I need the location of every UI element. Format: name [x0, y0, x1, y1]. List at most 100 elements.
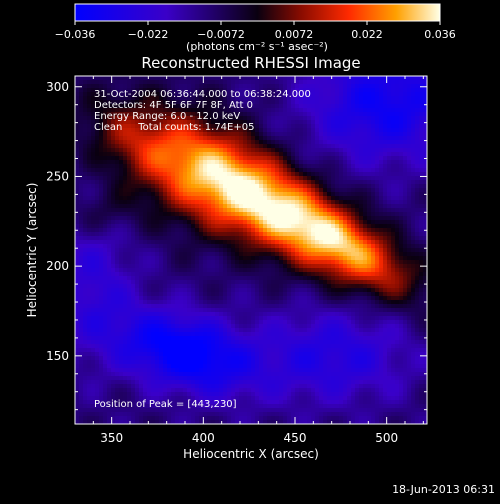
- heatmap-pixel: [127, 180, 131, 184]
- heatmap-pixel: [151, 284, 155, 288]
- heatmap-pixel: [75, 268, 79, 272]
- heatmap-pixel: [351, 156, 355, 160]
- heatmap-pixel: [291, 200, 295, 204]
- heatmap-pixel: [175, 144, 179, 148]
- heatmap-pixel: [187, 196, 191, 200]
- heatmap-pixel: [267, 104, 271, 108]
- heatmap-pixel: [379, 212, 383, 216]
- heatmap-pixel: [351, 136, 355, 140]
- heatmap-pixel: [107, 156, 111, 160]
- heatmap-pixel: [335, 216, 339, 220]
- heatmap-pixel: [411, 164, 415, 168]
- heatmap-pixel: [271, 252, 275, 256]
- heatmap-pixel: [307, 124, 311, 128]
- heatmap-pixel: [91, 240, 95, 244]
- heatmap-pixel: [99, 288, 103, 292]
- heatmap-pixel: [375, 168, 379, 172]
- heatmap-pixel: [331, 112, 335, 116]
- heatmap-pixel: [167, 280, 171, 284]
- heatmap-pixel: [295, 252, 299, 256]
- heatmap-pixel: [263, 152, 267, 156]
- heatmap-pixel: [331, 252, 335, 256]
- heatmap-pixel: [111, 180, 115, 184]
- heatmap-pixel: [135, 200, 139, 204]
- heatmap-pixel: [263, 188, 267, 192]
- heatmap-pixel: [175, 168, 179, 172]
- heatmap-pixel: [403, 128, 407, 132]
- heatmap-pixel: [347, 232, 351, 236]
- heatmap-pixel: [143, 208, 147, 212]
- heatmap-pixel: [271, 236, 275, 240]
- heatmap-pixel: [311, 260, 315, 264]
- heatmap-pixel: [227, 204, 231, 208]
- heatmap-pixel: [419, 164, 423, 168]
- heatmap-pixel: [199, 144, 203, 148]
- heatmap-pixel: [75, 260, 79, 264]
- heatmap-pixel: [411, 148, 415, 152]
- heatmap-pixel: [299, 140, 303, 144]
- heatmap-pixel: [303, 196, 307, 200]
- heatmap-pixel: [323, 204, 327, 208]
- heatmap-pixel: [247, 188, 251, 192]
- heatmap-pixel: [235, 252, 239, 256]
- heatmap-pixel: [203, 212, 207, 216]
- heatmap-pixel: [203, 152, 207, 156]
- heatmap-pixel: [195, 264, 199, 268]
- heatmap-pixel: [131, 136, 135, 140]
- heatmap-pixel: [151, 136, 155, 140]
- heatmap-pixel: [275, 220, 279, 224]
- heatmap-pixel: [403, 216, 407, 220]
- heatmap-pixel: [251, 264, 255, 268]
- heatmap-pixel: [111, 300, 115, 304]
- heatmap-pixel: [355, 296, 359, 300]
- heatmap-pixel: [407, 152, 411, 156]
- heatmap-pixel: [271, 160, 275, 164]
- heatmap-pixel: [207, 256, 211, 260]
- heatmap-pixel: [315, 140, 319, 144]
- heatmap-pixel: [223, 228, 227, 232]
- heatmap-pixel: [83, 96, 87, 100]
- heatmap-pixel: [343, 112, 347, 116]
- heatmap-pixel: [399, 236, 403, 240]
- heatmap-pixel: [131, 216, 135, 220]
- heatmap-pixel: [199, 180, 203, 184]
- heatmap-pixel: [239, 160, 243, 164]
- heatmap-pixel: [251, 184, 255, 188]
- heatmap-pixel: [219, 228, 223, 232]
- heatmap-pixel: [339, 136, 343, 140]
- heatmap-pixel: [423, 136, 427, 140]
- heatmap-pixel: [419, 216, 423, 220]
- heatmap-pixel: [423, 156, 427, 160]
- heatmap-pixel: [403, 164, 407, 168]
- heatmap-pixel: [179, 288, 183, 292]
- heatmap-pixel: [351, 184, 355, 188]
- heatmap-pixel: [215, 216, 219, 220]
- heatmap-pixel: [299, 204, 303, 208]
- heatmap-pixel: [103, 296, 107, 300]
- heatmap-pixel: [331, 216, 335, 220]
- heatmap-pixel: [403, 108, 407, 112]
- heatmap-pixel: [251, 252, 255, 256]
- heatmap-pixel: [83, 236, 87, 240]
- heatmap-pixel: [283, 216, 287, 220]
- heatmap-pixel: [339, 120, 343, 124]
- heatmap-pixel: [103, 208, 107, 212]
- heatmap-pixel: [415, 192, 419, 196]
- heatmap-pixel: [363, 180, 367, 184]
- heatmap-pixel: [195, 200, 199, 204]
- heatmap-pixel: [339, 156, 343, 160]
- heatmap-pixel: [79, 288, 83, 292]
- heatmap-pixel: [407, 220, 411, 224]
- heatmap-pixel: [191, 84, 195, 88]
- heatmap-pixel: [291, 144, 295, 148]
- heatmap-pixel: [107, 180, 111, 184]
- heatmap-pixel: [243, 264, 247, 268]
- heatmap-pixel: [99, 200, 103, 204]
- heatmap-pixel: [363, 156, 367, 160]
- heatmap-pixel: [171, 208, 175, 212]
- heatmap-pixel: [247, 168, 251, 172]
- heatmap-pixel: [263, 128, 267, 132]
- heatmap-pixel: [423, 252, 427, 256]
- heatmap-pixel: [147, 176, 151, 180]
- heatmap-pixel: [223, 180, 227, 184]
